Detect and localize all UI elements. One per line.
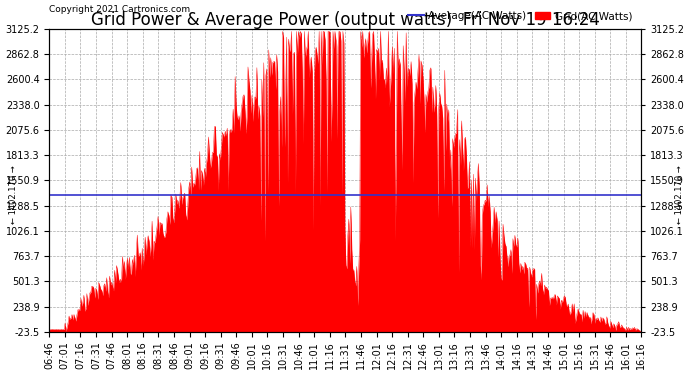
Text: ← 1402.170 →: ← 1402.170 →: [676, 165, 684, 224]
Title: Grid Power & Average Power (output watts)  Fri Nov 19 16:24: Grid Power & Average Power (output watts…: [91, 11, 600, 29]
Text: Copyright 2021 Cartronics.com: Copyright 2021 Cartronics.com: [49, 5, 190, 14]
Legend: Average(AC Watts), Grid(AC Watts): Average(AC Watts), Grid(AC Watts): [404, 7, 636, 25]
Text: ← 1402.170 →: ← 1402.170 →: [9, 165, 18, 224]
